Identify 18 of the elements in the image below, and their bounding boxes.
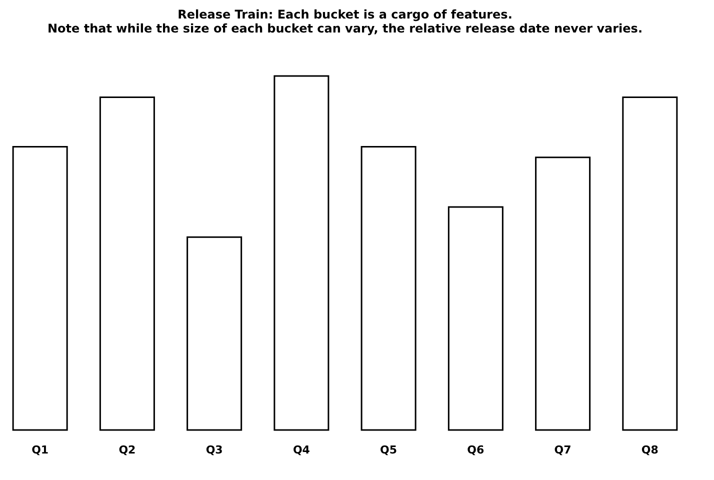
bar: [622, 96, 678, 431]
x-tick-label: Q2: [118, 444, 136, 456]
bar: [186, 236, 242, 431]
x-tick-label: Q8: [641, 444, 658, 456]
x-tick-label: Q6: [467, 444, 485, 456]
x-tick-label: Q3: [206, 444, 223, 456]
bar: [12, 146, 68, 431]
x-tick-label: Q5: [380, 444, 398, 456]
x-tick-label: Q1: [32, 444, 49, 456]
chart-subtitle: Note that while the size of each bucket can vary, the relative release date never varies.: [47, 21, 643, 36]
chart-title: Release Train: Each bucket is a cargo of features.: [178, 7, 512, 22]
x-tick-label: Q7: [554, 444, 572, 456]
x-tick-label: Q4: [292, 444, 310, 456]
bar: [99, 96, 155, 431]
bar: [535, 156, 591, 431]
bar: [274, 75, 330, 431]
bar: [448, 206, 504, 431]
bar: [360, 146, 416, 431]
